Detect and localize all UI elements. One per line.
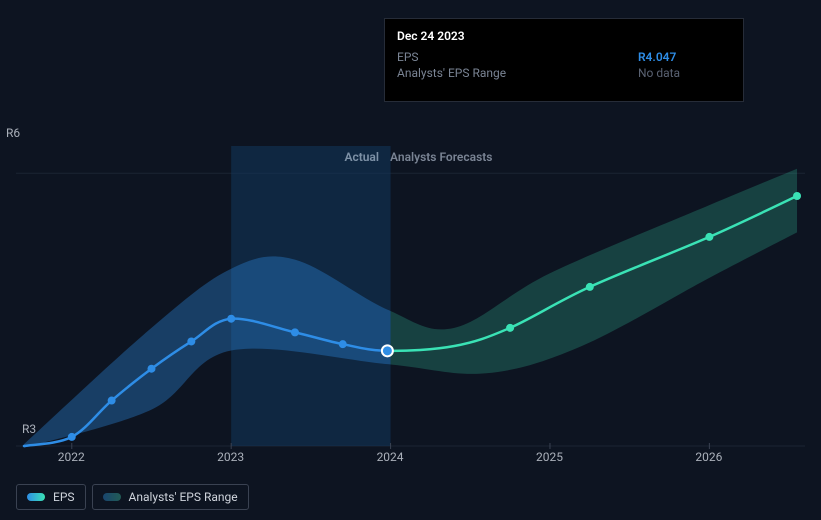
x-axis-tick-label: 2025 bbox=[536, 450, 563, 464]
legend-swatch-icon bbox=[103, 493, 121, 501]
tooltip-row-label: EPS bbox=[397, 49, 638, 65]
y-axis-tick-label: R3 bbox=[22, 422, 36, 436]
chart-svg bbox=[16, 146, 805, 446]
y-axis-tick-label: R6 bbox=[6, 126, 20, 140]
legend-swatch-icon bbox=[27, 493, 45, 501]
tooltip-table: EPS R4.047 Analysts' EPS Range No data bbox=[397, 49, 731, 81]
tooltip-date: Dec 24 2023 bbox=[397, 29, 731, 43]
x-axis-tick-label: 2026 bbox=[695, 450, 722, 464]
tooltip-row-label: Analysts' EPS Range bbox=[397, 65, 638, 81]
x-axis-tick-label: 2024 bbox=[377, 450, 404, 464]
legend-label: EPS bbox=[53, 490, 75, 504]
eps-forecast-chart[interactable]: Actual Analysts Forecasts R3 2022 2023 2… bbox=[16, 146, 805, 446]
x-axis-tick-label: 2023 bbox=[217, 450, 244, 464]
tooltip-row-value: No data bbox=[638, 65, 731, 81]
x-axis-tick-label: 2022 bbox=[58, 450, 85, 464]
chart-legend: EPS Analysts' EPS Range bbox=[16, 484, 249, 510]
hover-tooltip: Dec 24 2023 EPS R4.047 Analysts' EPS Ran… bbox=[384, 18, 744, 102]
legend-item-eps[interactable]: EPS bbox=[16, 484, 86, 510]
legend-item-range[interactable]: Analysts' EPS Range bbox=[92, 484, 249, 510]
legend-label: Analysts' EPS Range bbox=[129, 490, 238, 504]
tooltip-row-value: R4.047 bbox=[638, 49, 731, 65]
